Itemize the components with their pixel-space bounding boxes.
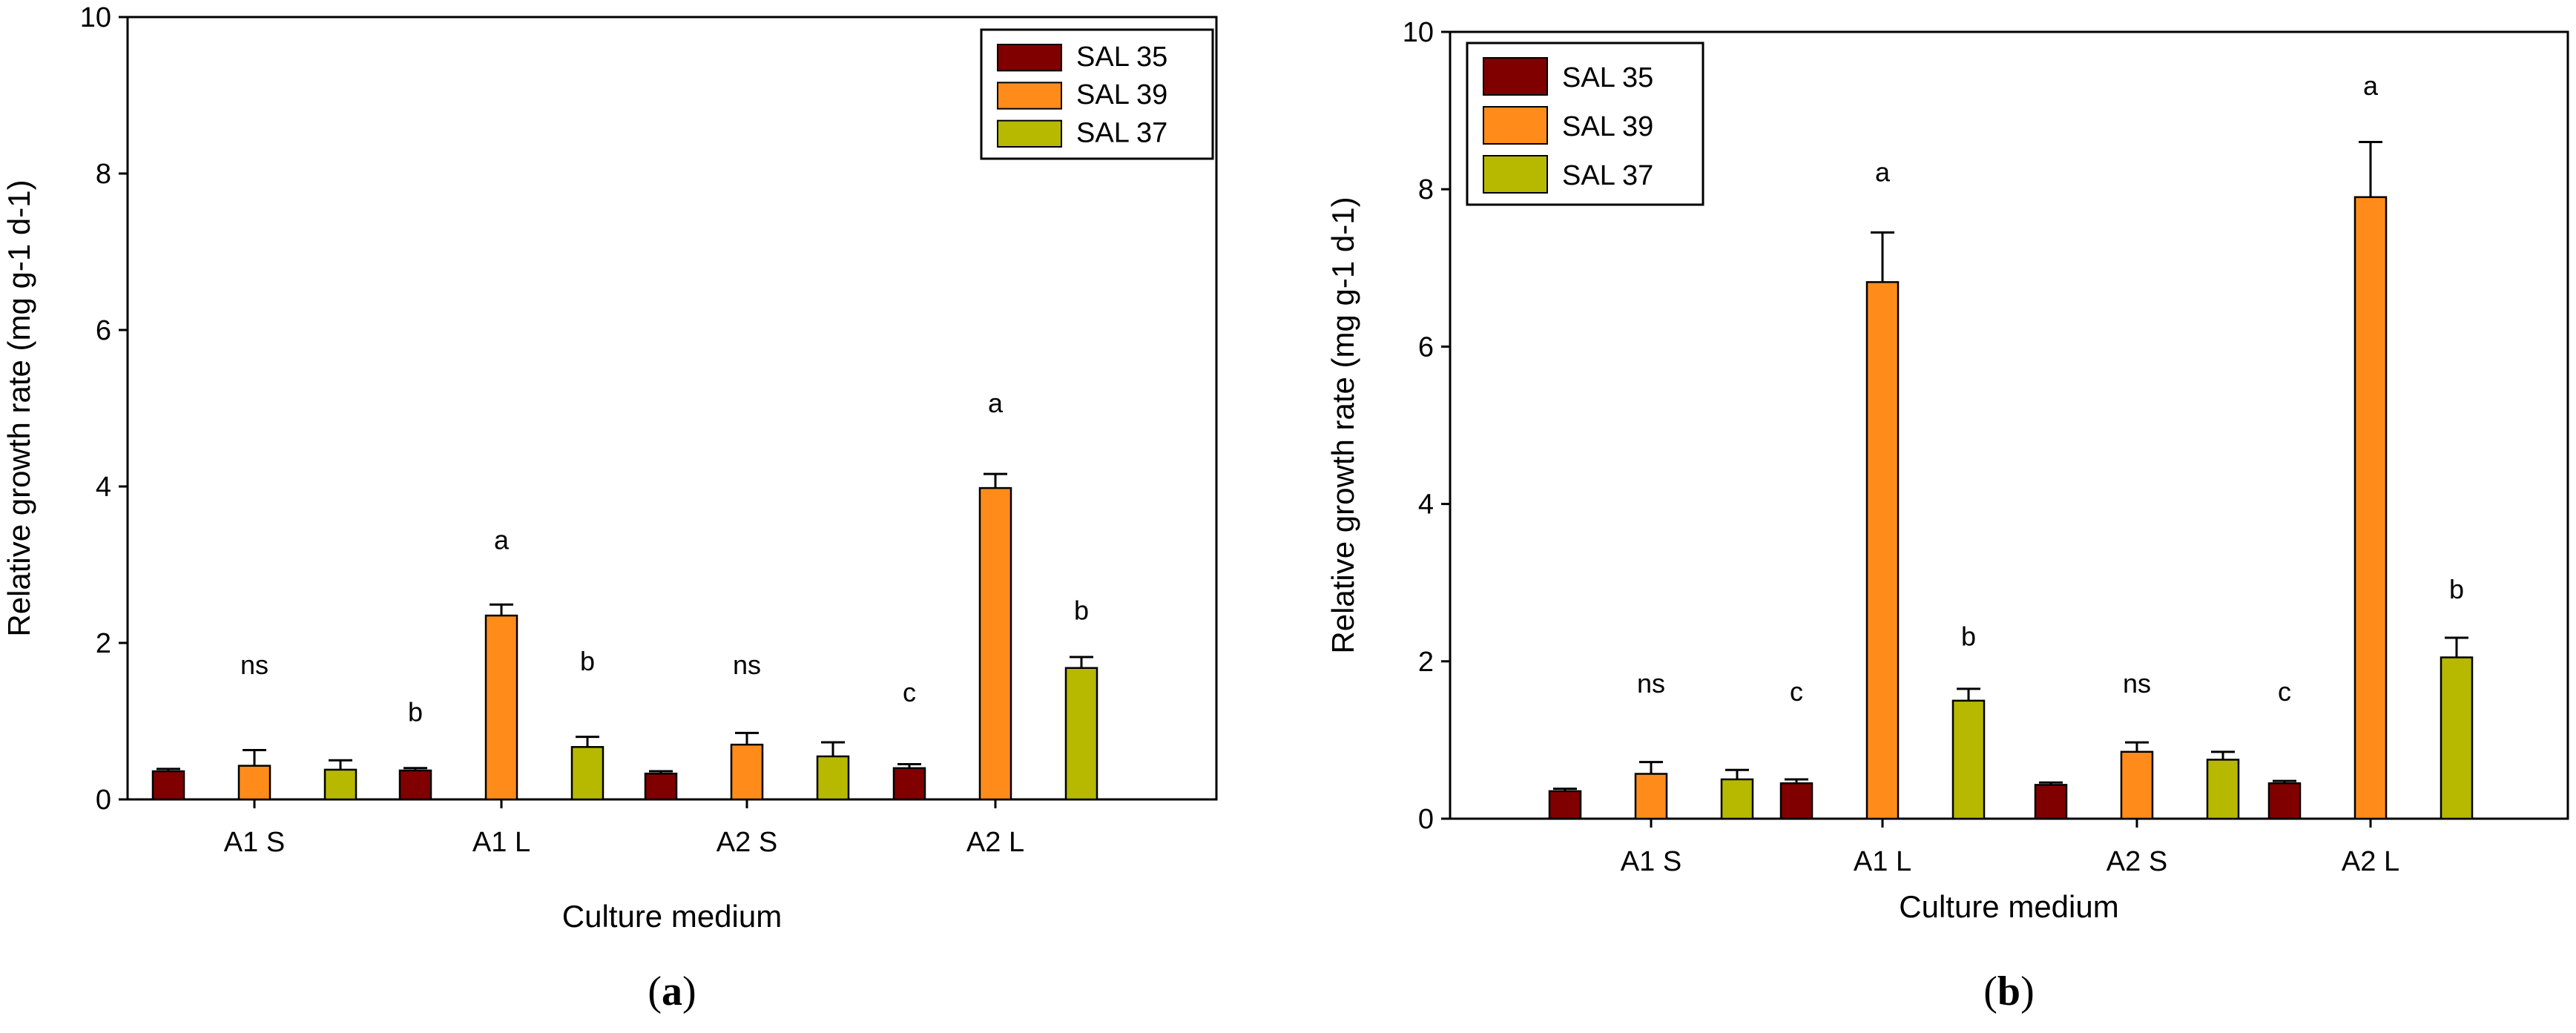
bar-sal-35 — [892, 767, 926, 801]
x-axis-title: Culture medium — [562, 899, 782, 934]
legend-entry: SAL 35 — [1562, 62, 1653, 93]
panel-label-close: ) — [2020, 968, 2035, 1014]
significance-label: a — [1875, 157, 1891, 188]
y-tick-label: 4 — [1418, 489, 1434, 521]
bar-sal-39 — [1634, 773, 1668, 820]
bar-sal-35 — [644, 772, 678, 801]
y-tick-label: 2 — [96, 628, 111, 659]
legend-swatch — [997, 44, 1062, 72]
significance-label: a — [988, 388, 1004, 418]
legend: SAL 35 SAL 39 SAL 37 — [980, 28, 1214, 160]
x-tick-label: A1 S — [224, 827, 285, 858]
legend-entry: SAL 37 — [1076, 118, 1167, 149]
plot-frame — [1449, 30, 2569, 820]
bar-sal-37 — [2206, 759, 2240, 820]
y-axis-title: Relative growth rate (mg g-1 d-1) — [1325, 197, 1360, 653]
bar-sal-37 — [816, 755, 850, 801]
significance-label: ns — [1637, 668, 1665, 699]
legend-swatch — [997, 82, 1062, 110]
y-tick-label: 2 — [1418, 647, 1434, 678]
y-tick-label: 0 — [1418, 804, 1434, 835]
significance-label: ns — [733, 650, 761, 680]
bar-sal-39 — [484, 614, 518, 801]
y-tick-label: 10 — [80, 2, 111, 33]
x-tick-label: A2 L — [2342, 846, 2399, 877]
significance-label: b — [1961, 621, 1976, 652]
panel-label: (a) — [648, 968, 696, 1014]
panel-label: (b) — [1983, 968, 2034, 1014]
significance-label: ns — [240, 650, 269, 680]
bar-sal-39 — [1865, 281, 1900, 820]
bar-sal-35 — [151, 770, 185, 801]
y-tick-label: 6 — [1418, 331, 1434, 363]
significance-label: ns — [2123, 668, 2151, 699]
bar-sal-37 — [1951, 699, 1986, 820]
legend-entry: SAL 37 — [1562, 160, 1653, 191]
legend: SAL 35 SAL 39 SAL 37 — [1466, 42, 1704, 206]
bar-sal-35 — [2034, 784, 2068, 820]
bar-sal-39 — [730, 743, 764, 801]
panel-label-open: ( — [648, 968, 662, 1014]
y-tick-label: 0 — [96, 785, 111, 816]
x-axis-title: Culture medium — [1899, 889, 2118, 924]
legend-entry: SAL 39 — [1562, 111, 1653, 142]
legend-swatch — [1483, 106, 1548, 145]
bar-sal-39 — [2120, 750, 2154, 820]
x-tick-label: A2 S — [2106, 846, 2167, 877]
y-tick-label: 8 — [96, 159, 111, 190]
panel-label-letter: b — [1997, 968, 2020, 1014]
significance-label: c — [1790, 676, 1803, 707]
significance-label: c — [2278, 676, 2291, 707]
bar-sal-35 — [1548, 790, 1582, 820]
significance-label: b — [1074, 595, 1089, 625]
y-tick-label: 6 — [96, 315, 111, 346]
significance-label: b — [2449, 574, 2464, 604]
panel-label-letter: a — [662, 968, 682, 1014]
bar-sal-35 — [2267, 782, 2302, 820]
panel-label-close: ) — [682, 968, 696, 1014]
bar-sal-39 — [978, 486, 1012, 801]
x-tick-label: A1 L — [1854, 846, 1911, 877]
bar-sal-37 — [2440, 656, 2474, 820]
x-tick-label: A2 S — [717, 827, 777, 858]
y-tick-label: 4 — [96, 472, 111, 503]
x-tick-label: A1 S — [1621, 846, 1681, 877]
panel-label-open: ( — [1983, 968, 1997, 1014]
legend-entry: SAL 35 — [1076, 42, 1167, 73]
significance-label: b — [408, 697, 423, 727]
legend-entry: SAL 39 — [1076, 79, 1167, 110]
bar-sal-39 — [2353, 196, 2388, 820]
bar-sal-35 — [1779, 782, 1814, 820]
significance-label: a — [494, 524, 510, 555]
bar-sal-37 — [570, 746, 605, 801]
legend-swatch — [1483, 57, 1548, 96]
bar-sal-37 — [323, 768, 358, 801]
legend-swatch — [1483, 155, 1548, 194]
legend-swatch — [997, 119, 1062, 148]
x-tick-label: A2 L — [966, 827, 1024, 858]
significance-label: c — [903, 677, 916, 707]
x-tick-label: A1 L — [472, 827, 530, 858]
y-tick-label: 10 — [1403, 17, 1434, 48]
bar-sal-39 — [237, 765, 271, 801]
significance-label: b — [580, 646, 595, 676]
y-tick-label: 8 — [1418, 174, 1434, 205]
significance-label: a — [2363, 70, 2379, 101]
y-axis-title: Relative growth rate (mg g-1 d-1) — [1, 179, 36, 636]
bar-sal-37 — [1064, 667, 1098, 801]
bar-sal-35 — [398, 769, 432, 801]
bar-sal-37 — [1720, 778, 1754, 820]
